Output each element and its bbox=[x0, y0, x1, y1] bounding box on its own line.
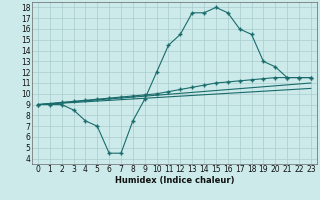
X-axis label: Humidex (Indice chaleur): Humidex (Indice chaleur) bbox=[115, 176, 234, 185]
